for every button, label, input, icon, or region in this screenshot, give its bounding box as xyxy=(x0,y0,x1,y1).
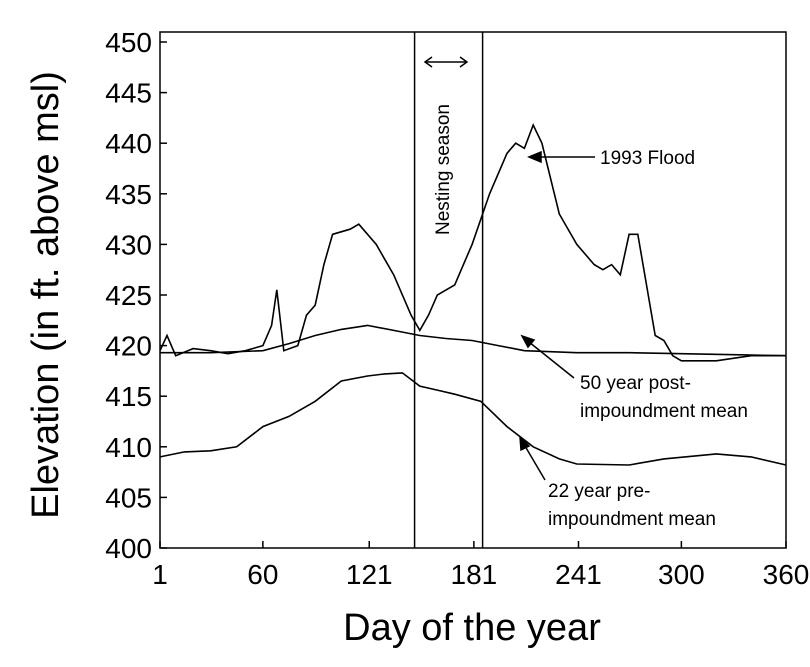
x-tick-label: 181 xyxy=(451,559,498,590)
x-axis-label: Day of the year xyxy=(343,607,601,649)
series-line xyxy=(159,372,787,466)
y-tick-label: 445 xyxy=(105,78,152,109)
x-tick-label: 241 xyxy=(555,559,602,590)
y-tick-label: 450 xyxy=(105,27,152,58)
y-tick-label: 425 xyxy=(105,280,152,311)
x-tick-label: 1 xyxy=(152,559,168,590)
annotation: 22 year pre- xyxy=(548,481,650,502)
annotation: impoundment mean xyxy=(580,401,748,422)
y-tick-label: 410 xyxy=(105,432,152,463)
y-tick-label: 405 xyxy=(105,482,152,513)
x-tick-label: 60 xyxy=(247,559,278,590)
plot-frame xyxy=(159,31,787,549)
y-tick-label: 415 xyxy=(105,381,152,412)
x-tick-label: 300 xyxy=(658,559,705,590)
annotation: Nesting season xyxy=(433,104,454,235)
annotation: 50 year post- xyxy=(580,373,691,394)
series-line xyxy=(160,324,787,357)
y-tick-label: 435 xyxy=(105,179,152,210)
double-arrow xyxy=(423,56,469,68)
series-line xyxy=(159,122,786,362)
y-tick-label: 400 xyxy=(105,533,152,564)
y-tick-label: 420 xyxy=(105,331,152,362)
y-axis-label: Elevation (in ft. above msl) xyxy=(25,71,67,519)
x-tick-label: 121 xyxy=(346,559,393,590)
x-tick-label: 360 xyxy=(763,559,810,590)
arrow xyxy=(519,150,595,481)
annotation: 1993 Flood xyxy=(600,148,695,169)
y-tick-label: 430 xyxy=(105,229,152,260)
annotation: impoundment mean xyxy=(548,509,716,530)
y-tick-label: 440 xyxy=(105,128,152,159)
